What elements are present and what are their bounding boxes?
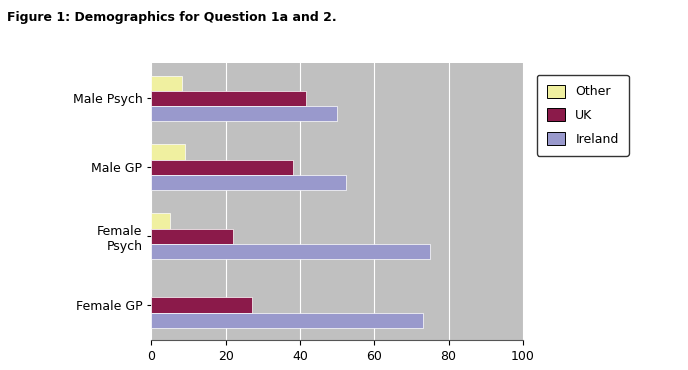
Bar — [151, 297, 252, 313]
Bar — [151, 91, 306, 106]
Legend: Other, UK, Ireland: Other, UK, Ireland — [537, 75, 629, 155]
Bar — [151, 106, 337, 121]
Bar — [151, 75, 182, 91]
Bar — [151, 144, 185, 159]
Bar — [151, 213, 170, 229]
Text: Figure 1: Demographics for Question 1a and 2.: Figure 1: Demographics for Question 1a a… — [7, 11, 336, 24]
Bar — [151, 175, 346, 190]
Bar — [151, 244, 430, 259]
Bar — [151, 229, 233, 244]
Bar — [151, 313, 422, 328]
Bar — [151, 159, 293, 175]
